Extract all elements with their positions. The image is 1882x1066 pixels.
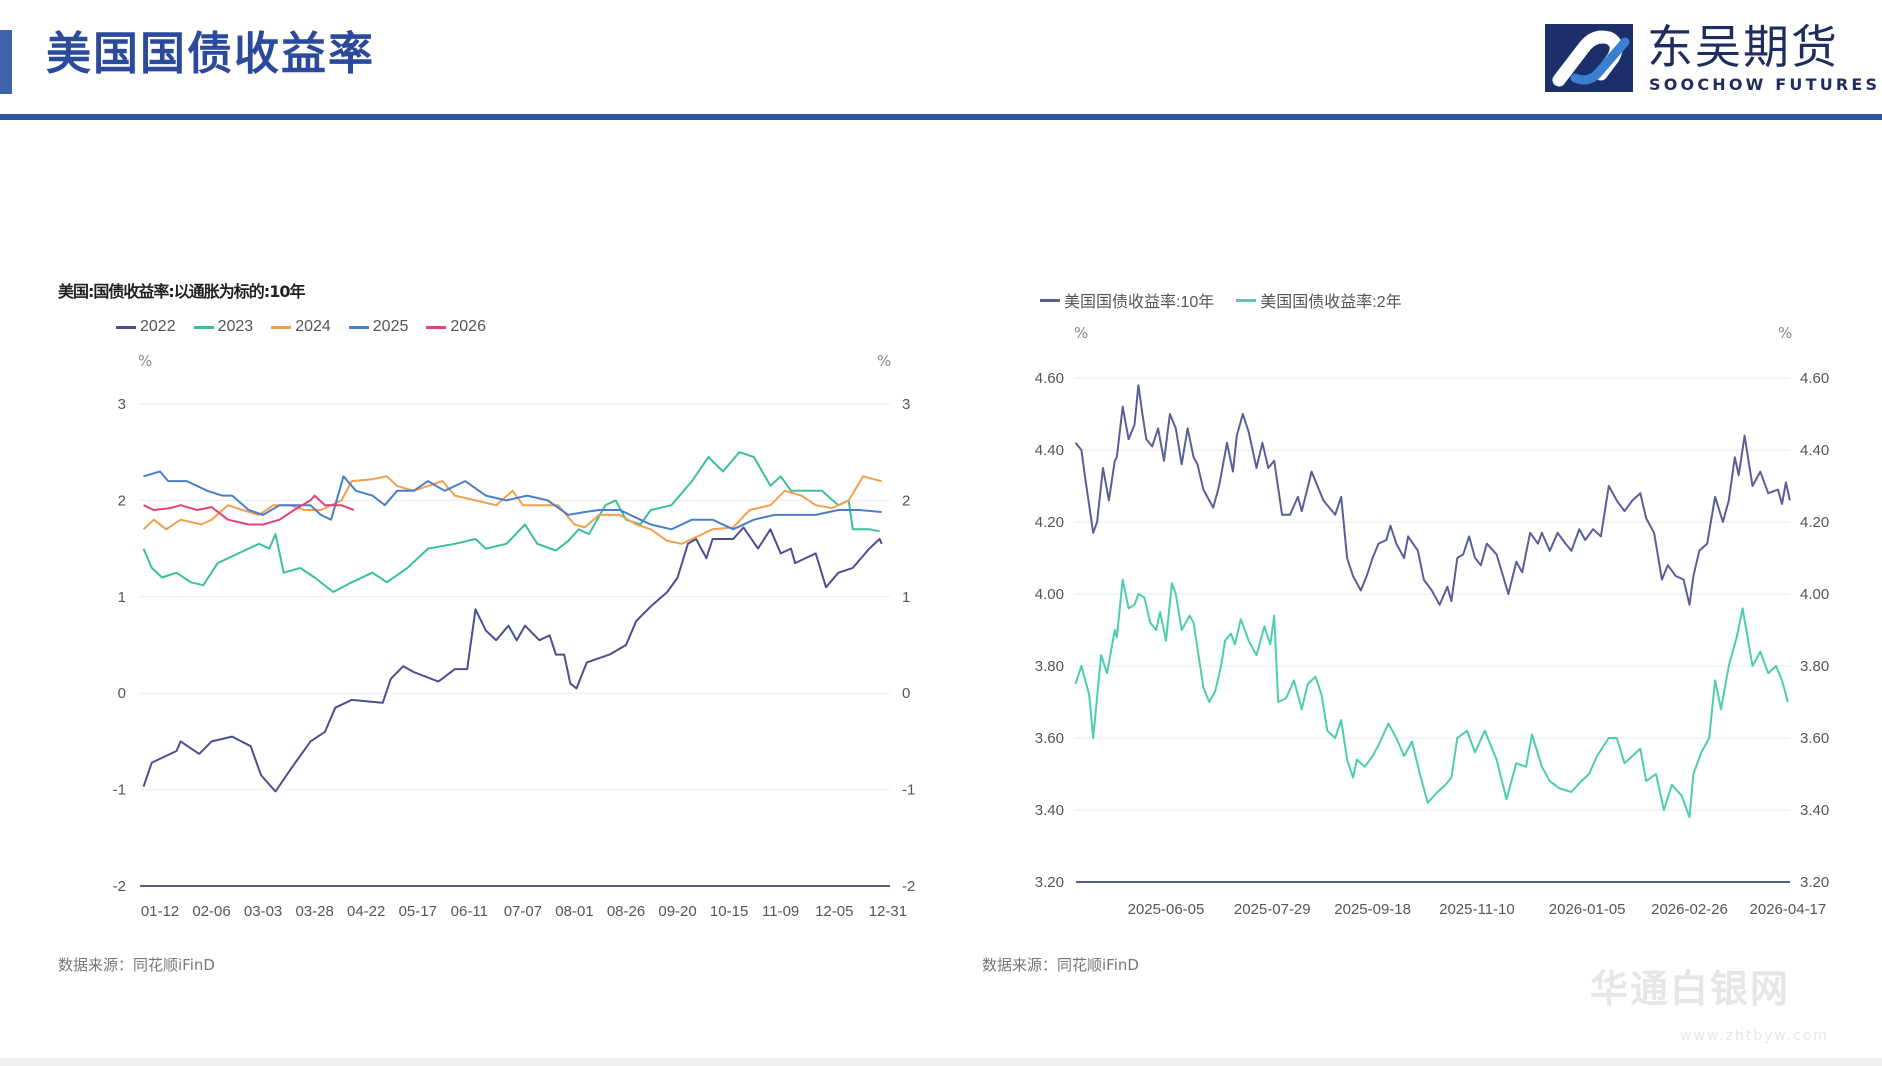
x-tick-label: 09-20 — [658, 903, 696, 920]
x-tick-label: 12-31 — [869, 903, 907, 920]
right-chart-plot: 4.60 4.60 4.40 4.40 4.20 4.20 4.00 4.00 3.80 3.80… — [1035, 370, 1829, 918]
y-tick-label-right: 4.60 — [1800, 370, 1829, 387]
x-tick-label: 2025-07-29 — [1234, 901, 1311, 918]
x-tick-label: 01-12 — [141, 903, 179, 920]
y-tick-label: 2 — [118, 492, 126, 509]
legend-item[interactable]: 美国国债收益率:2年 — [1236, 288, 1402, 312]
legend-label: 2022 — [140, 318, 176, 335]
legend-item[interactable]: 2026 — [426, 318, 486, 336]
y-tick-label: 4.40 — [1035, 442, 1064, 459]
y-tick-label-right: 3.80 — [1800, 658, 1829, 675]
series-line-美国国债收益率:2年 — [1074, 578, 1789, 819]
y-tick-label: 3.20 — [1035, 874, 1064, 891]
x-tick-label: 2026-04-17 — [1750, 901, 1827, 918]
y-tick-label: 0 — [118, 685, 126, 702]
series-line-2026 — [143, 494, 355, 526]
x-tick-label: 04-22 — [347, 903, 385, 920]
series-line-2022 — [142, 526, 883, 793]
x-tick-label: 2025-11-10 — [1439, 901, 1515, 918]
y-tick-label-right: 0 — [902, 685, 910, 702]
y-tick-label-right: 3.60 — [1800, 730, 1829, 747]
y-tick-label: 1 — [118, 589, 126, 606]
x-tick-label: 2026-01-05 — [1549, 901, 1626, 918]
x-tick-label: 2025-06-05 — [1128, 901, 1205, 918]
watermark-text: 华通白银网 — [1590, 967, 1791, 1011]
x-tick-label: 03-03 — [244, 903, 282, 920]
legend-label: 2026 — [450, 318, 486, 335]
soochow-futures-logo: 东吴期货 SOOCHOW FUTURES — [1545, 20, 1877, 98]
x-tick-label: 11-09 — [762, 903, 799, 920]
y-tick-label: -1 — [113, 782, 126, 799]
logo-cn-text: 东吴期货 — [1647, 20, 1839, 74]
legend-label: 美国国债收益率:10年 — [1064, 294, 1215, 311]
legend-item[interactable]: 2023 — [193, 318, 254, 336]
legend-label: 2025 — [372, 318, 409, 335]
footer-band — [0, 1058, 1882, 1066]
y-tick-label: 4.00 — [1035, 586, 1064, 603]
x-tick-label: 10-15 — [710, 903, 748, 920]
x-tick-label: 2025-09-18 — [1334, 901, 1411, 918]
y-tick-label-right: 3.20 — [1800, 874, 1829, 891]
left-y-unit-right: % — [877, 352, 892, 370]
y-tick-label-right: 4.40 — [1800, 442, 1829, 459]
y-tick-label-right: 4.20 — [1800, 514, 1829, 531]
y-tick-label: 3 — [118, 396, 126, 413]
page-title: 美国国债收益率 — [46, 27, 376, 80]
x-tick-label: 08-26 — [607, 903, 645, 920]
left-chart-legend: 2022 2023 2024 2025 2026 — [116, 318, 486, 336]
legend-swatch — [271, 325, 292, 329]
x-tick-label: 05-17 — [399, 903, 437, 920]
y-tick-label: 4.20 — [1035, 514, 1064, 531]
series-line-2025 — [143, 470, 882, 531]
legend-item[interactable]: 2025 — [348, 318, 409, 336]
legend-item[interactable]: 2024 — [271, 318, 331, 336]
legend-label: 2024 — [295, 318, 331, 335]
legend-swatch — [1236, 298, 1257, 302]
x-tick-label: 06-11 — [451, 903, 488, 920]
y-tick-label: 3.40 — [1035, 802, 1064, 819]
series-line-2023 — [142, 451, 880, 593]
y-tick-label: 4.60 — [1035, 370, 1064, 387]
y-tick-label-right: 4.00 — [1800, 586, 1829, 603]
y-tick-label: -2 — [113, 878, 126, 895]
y-tick-label-right: 3.40 — [1800, 802, 1829, 819]
right-chart-source: 数据来源：同花顺iFinD — [982, 956, 1139, 974]
x-tick-label: 12-05 — [815, 903, 853, 920]
legend-swatch — [193, 325, 214, 329]
legend-label: 2023 — [217, 318, 254, 335]
series-line-美国国债收益率:10年 — [1074, 384, 1791, 606]
y-tick-label-right: -2 — [902, 878, 915, 895]
y-tick-label-right: 1 — [902, 589, 910, 606]
y-tick-label: 3.80 — [1035, 658, 1064, 675]
x-tick-label: 08-01 — [555, 903, 593, 920]
x-tick-label: 02-06 — [192, 903, 230, 920]
logo-en-text: SOOCHOW FUTURES — [1649, 75, 1881, 94]
legend-swatch — [1040, 298, 1060, 302]
legend-swatch — [348, 325, 369, 329]
series-line-2024 — [142, 475, 882, 545]
y-tick-label-right: -1 — [902, 782, 915, 799]
legend-item[interactable]: 2022 — [116, 318, 176, 336]
right-y-unit: % — [1074, 324, 1089, 342]
left-chart-plot: 3 3 2 2 1 1 0 0 -1 -1 -2 -2 01-12 02-06 03-03 03-28 04-2… — [113, 396, 916, 920]
watermark-subtext: www.zhtbyw.com — [1680, 1028, 1829, 1044]
x-tick-label: 03-28 — [295, 903, 333, 920]
legend-label: 美国国债收益率:2年 — [1260, 294, 1402, 311]
legend-swatch — [116, 325, 136, 329]
right-chart-legend: 美国国债收益率:10年 美国国债收益率:2年 — [1040, 288, 1402, 312]
left-chart-title: 美国:国债收益率:以通胀为标的:10年 — [58, 282, 305, 301]
y-tick-label-right: 3 — [902, 396, 910, 413]
left-y-unit: % — [138, 352, 153, 370]
x-tick-label: 07-07 — [504, 903, 542, 920]
title-accent-bar — [0, 30, 12, 94]
right-y-unit-right: % — [1778, 324, 1793, 342]
y-tick-label-right: 2 — [902, 492, 910, 509]
header-divider — [0, 114, 1882, 120]
left-chart-source: 数据来源：同花顺iFinD — [58, 956, 215, 974]
logo-mark-icon — [1545, 24, 1633, 92]
y-tick-label: 3.60 — [1035, 730, 1064, 747]
x-tick-label: 2026-02-26 — [1651, 901, 1728, 918]
legend-item[interactable]: 美国国债收益率:10年 — [1040, 288, 1214, 312]
legend-swatch — [426, 325, 447, 329]
